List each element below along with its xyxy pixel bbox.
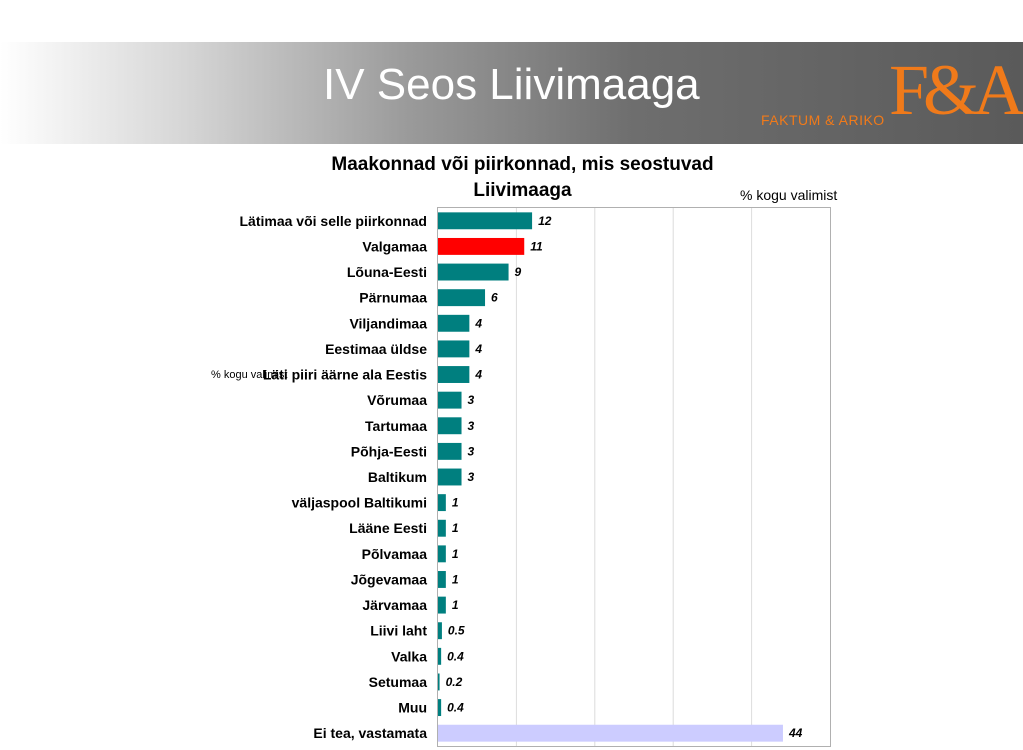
bar (438, 289, 486, 307)
category-label: Lääne Eesti (349, 520, 427, 536)
slide-title: IV Seos Liivimaaga (323, 60, 700, 109)
logo-text: FAKTUM & ARIKO (761, 112, 885, 128)
value-label: 3 (468, 419, 475, 433)
category-label: Setumaa (369, 674, 428, 690)
category-label: Võrumaa (367, 392, 427, 408)
bar (438, 596, 446, 614)
category-label: Valgamaa (362, 238, 427, 254)
value-label: 4 (474, 316, 482, 330)
value-label: 12 (538, 214, 552, 228)
chart-title: Maakonnad või piirkonnad, mis seostuvad … (331, 154, 714, 201)
value-label: 11 (530, 239, 543, 253)
bar (438, 340, 470, 358)
bar (438, 545, 446, 563)
value-label: 0.2 (446, 675, 463, 689)
bar (438, 571, 446, 588)
stray-unit-label: % kogu valimist (211, 369, 288, 381)
value-label: 4 (474, 342, 482, 356)
bar (438, 263, 509, 281)
bar (438, 314, 470, 332)
value-label: 1 (452, 547, 459, 561)
bar (438, 647, 442, 665)
category-label: Valka (391, 648, 427, 664)
category-label: Baltikum (368, 469, 427, 485)
category-label: Pärnumaa (359, 290, 427, 306)
category-label: Tartumaa (365, 418, 427, 434)
bar (438, 366, 470, 383)
value-label: 9 (515, 265, 522, 279)
value-label: 1 (452, 521, 459, 535)
category-label: Põlvamaa (362, 546, 428, 562)
value-label: 0.5 (448, 624, 465, 638)
category-label: Jõgevamaa (351, 571, 427, 587)
value-label: 3 (468, 444, 475, 458)
bar (438, 212, 533, 230)
bar (438, 673, 440, 691)
bar (438, 699, 442, 717)
category-label: Läti piiri äärne ala Eestis (263, 367, 427, 383)
category-label: Lätimaa või selle piirkonnad (239, 213, 427, 229)
bar (438, 417, 462, 435)
value-label: 3 (468, 393, 475, 407)
title-banner (0, 42, 1023, 144)
category-label: Ei tea, vastamata (313, 725, 427, 741)
category-label: Liivi laht (370, 623, 427, 639)
value-label: 0.4 (447, 649, 464, 663)
category-label: Viljandimaa (349, 315, 427, 331)
unit-label: % kogu valimist (740, 187, 838, 203)
value-label: 4 (474, 368, 482, 382)
bar (438, 494, 446, 512)
plot-area (437, 207, 831, 747)
category-label: Lõuna-Eesti (347, 264, 427, 280)
category-label: Muu (398, 700, 427, 716)
bar (438, 519, 446, 537)
value-label: 44 (788, 726, 803, 740)
value-label: 1 (452, 572, 459, 586)
bar (438, 724, 783, 742)
value-label: 0.4 (447, 701, 464, 715)
value-label: 3 (468, 470, 475, 484)
category-label: Põhja-Eesti (351, 443, 427, 459)
bar (438, 468, 462, 486)
bar (438, 622, 442, 640)
value-label: 1 (452, 496, 459, 510)
bar (438, 442, 462, 460)
bar (438, 237, 525, 255)
category-label: väljaspool Baltikumi (292, 495, 427, 511)
value-label: 6 (491, 291, 498, 305)
logo-mark: F&A (889, 50, 1023, 130)
category-label: Järvamaa (362, 597, 427, 613)
bar (438, 391, 462, 409)
category-label: Eestimaa üldse (325, 341, 427, 357)
value-label: 1 (452, 598, 459, 612)
